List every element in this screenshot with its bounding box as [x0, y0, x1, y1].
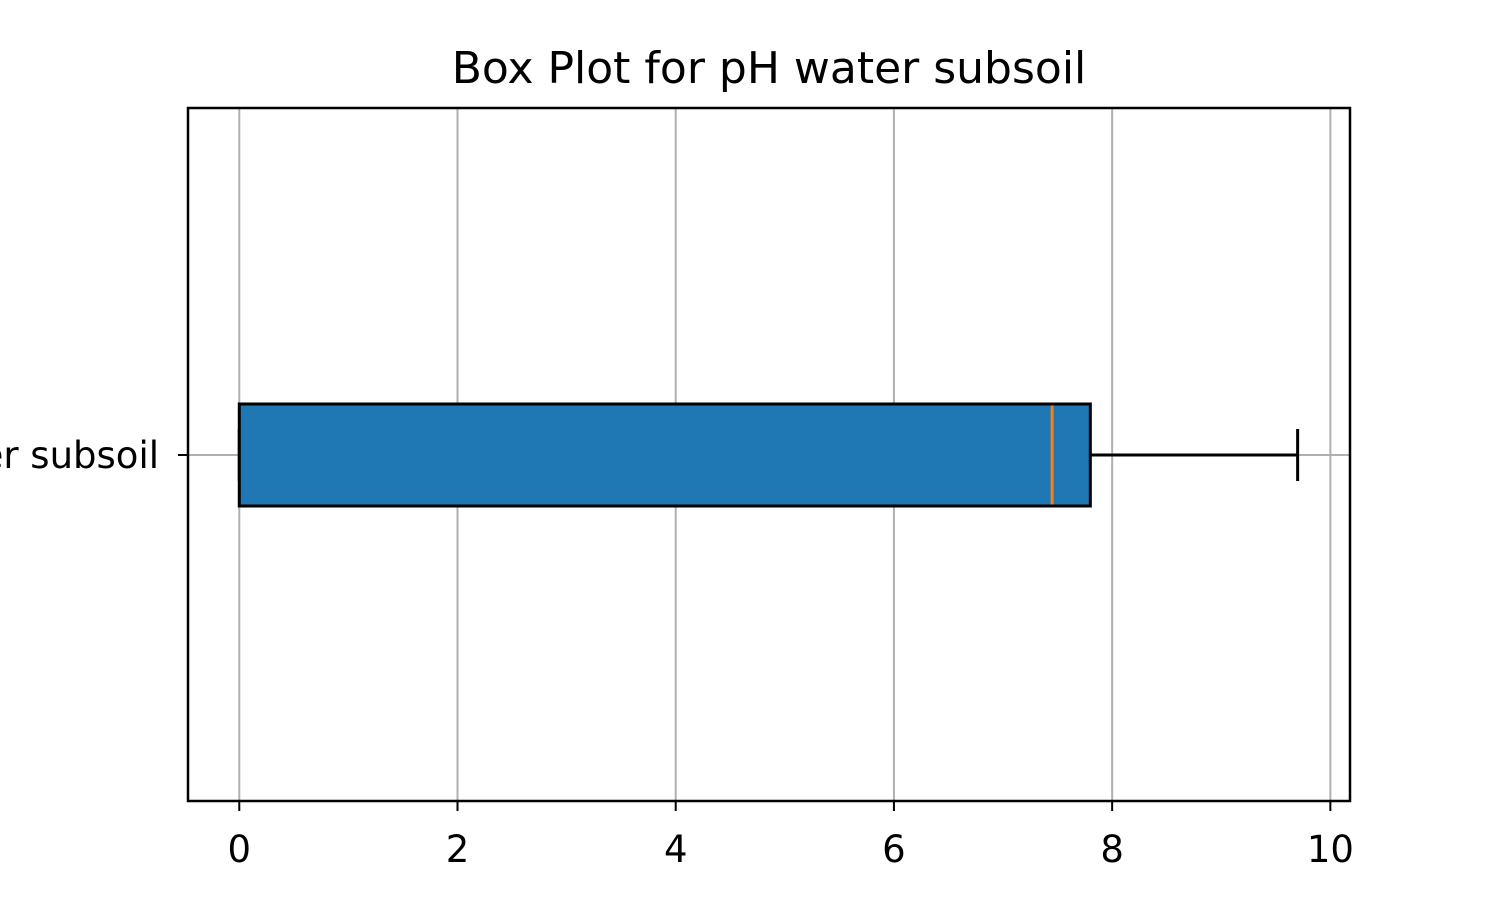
x-tick-label: 4	[664, 828, 688, 871]
x-tick-label: 8	[1100, 828, 1124, 871]
x-tick-label: 10	[1307, 828, 1354, 871]
box-plot	[237, 402, 1300, 508]
chart-title: Box Plot for pH water subsoil	[452, 43, 1087, 94]
x-tick-label: 0	[228, 828, 252, 871]
x-tick-label: 2	[446, 828, 470, 871]
x-tick-label: 6	[882, 828, 906, 871]
y-tick-label: pH water subsoil	[0, 434, 159, 477]
y-axis: pH water subsoil	[0, 434, 188, 477]
x-axis: 0 2 4 6 8 10	[228, 801, 1354, 871]
iqr-box	[237, 402, 1092, 508]
